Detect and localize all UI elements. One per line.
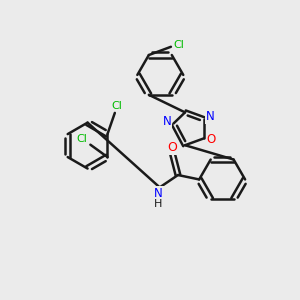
Text: Cl: Cl bbox=[174, 40, 184, 50]
Text: O: O bbox=[167, 141, 177, 154]
Text: Cl: Cl bbox=[77, 134, 88, 144]
Text: H: H bbox=[154, 199, 162, 208]
Text: N: N bbox=[154, 188, 163, 200]
Text: O: O bbox=[207, 133, 216, 146]
Text: N: N bbox=[163, 115, 171, 128]
Text: N: N bbox=[206, 110, 215, 123]
Text: Cl: Cl bbox=[112, 100, 123, 110]
